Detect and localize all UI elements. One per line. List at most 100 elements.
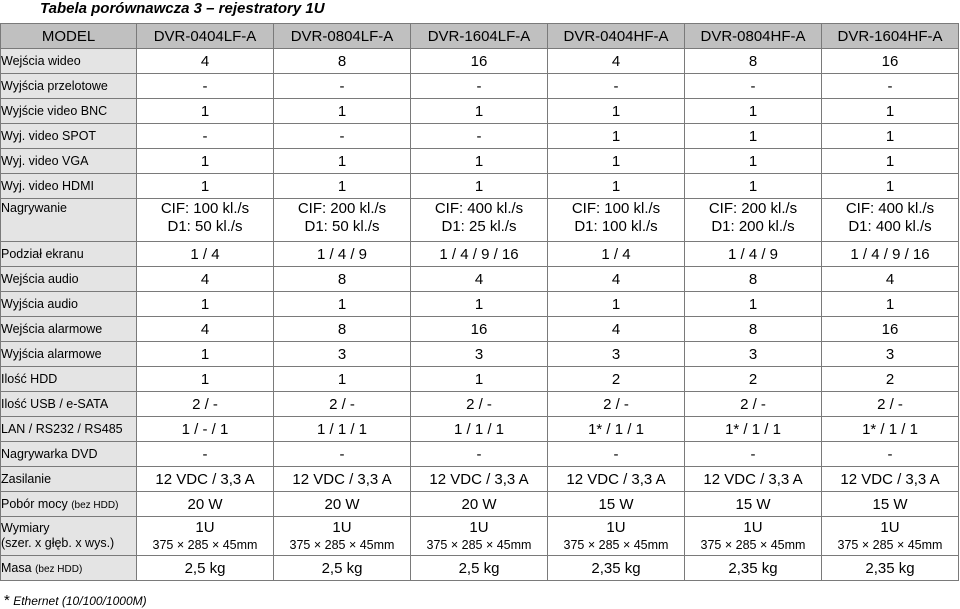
row-label: Wyjście video BNC (0, 98, 137, 124)
value-cell: CIF: 400 kl./s D1: 25 kl./s (410, 198, 548, 242)
value-line: 1U (880, 519, 900, 536)
row-label: Wyjścia przelotowe (0, 73, 137, 99)
row-label: Wejścia audio (0, 266, 137, 292)
value-cell: 4 (547, 48, 685, 74)
value-cell: 1 (410, 98, 548, 124)
value-line: D1: 50 kl./s (304, 218, 380, 235)
footnote: * Ethernet (10/100/1000M) (4, 593, 147, 609)
value-cell: - (410, 123, 548, 149)
value-cell: 1 (684, 98, 822, 124)
row-label: Wejścia wideo (0, 48, 137, 74)
value-cell: 8 (684, 266, 822, 292)
value-line: 375 × 285 × 45mm (289, 538, 395, 552)
table-row: Nagrywarka DVD - - - - - - (0, 441, 959, 467)
value-cell: 2 (684, 366, 822, 392)
value-cell: 2 / - (410, 391, 548, 417)
table-row: Wyjście video BNC 1 1 1 1 1 1 (0, 98, 959, 124)
value-cell: 4 (410, 266, 548, 292)
value-cell: 12 VDC / 3,3 A (410, 466, 548, 492)
value-cell: - (410, 73, 548, 99)
value-line: 375 × 285 × 45mm (837, 538, 943, 552)
header-cell: DVR-0404LF-A (136, 23, 274, 49)
value-cell: 1U 375 × 285 × 45mm (684, 516, 822, 556)
row-label: Nagrywarka DVD (0, 441, 137, 467)
value-cell: CIF: 100 kl./s D1: 50 kl./s (136, 198, 274, 242)
row-label: Masa (bez HDD) (0, 555, 137, 581)
value-line: CIF: 400 kl./s (434, 200, 524, 217)
value-cell: 1 / 4 / 9 / 16 (410, 241, 548, 267)
value-line: CIF: 200 kl./s (708, 200, 798, 217)
value-cell: 8 (273, 316, 411, 342)
value-cell: 3 (547, 341, 685, 367)
value-cell: 12 VDC / 3,3 A (547, 466, 685, 492)
value-cell: 1 (136, 148, 274, 174)
value-line: 1U (332, 519, 352, 536)
value-cell: 8 (273, 48, 411, 74)
row-label-text: Masa (1, 561, 32, 575)
value-cell: - (273, 441, 411, 467)
value-cell: 1 (547, 98, 685, 124)
table-row: Wyj. video SPOT - - -1 1 1 (0, 123, 959, 149)
table-row: Ilość USB / e-SATA 2 / -2 / -2 / -2 / -2 … (0, 391, 959, 417)
value-cell: 12 VDC / 3,3 A (821, 466, 959, 492)
value-cell: 1U 375 × 285 × 45mm (273, 516, 411, 556)
value-cell: - (821, 73, 959, 99)
table-row: Wyjścia audio 1 1 1 1 1 1 (0, 291, 959, 317)
value-cell: 1 (821, 148, 959, 174)
value-cell: 1 (273, 173, 411, 199)
value-cell: 1 (684, 291, 822, 317)
value-cell: 1 / - / 1 (136, 416, 274, 442)
value-cell: CIF: 200 kl./s D1: 50 kl./s (273, 198, 411, 242)
table-row-recording: Nagrywanie CIF: 100 kl./s D1: 50 kl./s CIF:… (0, 198, 959, 242)
value-cell: 2,5 kg (410, 555, 548, 581)
value-cell: 1 (547, 291, 685, 317)
value-cell: 1 (136, 98, 274, 124)
value-line: CIF: 100 kl./s (160, 200, 250, 217)
value-cell: 1 / 4 / 9 (684, 241, 822, 267)
value-cell: 1 (273, 291, 411, 317)
value-cell: 8 (684, 316, 822, 342)
table-row-dimensions: Wymiary (szer. x głęb. x wys.) 1U 375 × 285… (0, 516, 959, 556)
value-cell: 3 (410, 341, 548, 367)
value-cell: 16 (410, 316, 548, 342)
value-cell: 12 VDC / 3,3 A (136, 466, 274, 492)
value-cell: - (136, 123, 274, 149)
value-cell: - (547, 441, 685, 467)
value-cell: 1 (273, 366, 411, 392)
value-line: 375 × 285 × 45mm (152, 538, 258, 552)
value-cell: CIF: 200 kl./s D1: 200 kl./s (684, 198, 822, 242)
table-row: Zasilanie 12 VDC / 3,3 A 12 VDC / 3,3 A 12 … (0, 466, 959, 492)
table-row: Wyjścia alarmowe 1 3 3 3 3 3 (0, 341, 959, 367)
header-cell: MODEL (0, 23, 137, 49)
row-label: LAN / RS232 / RS485 (0, 416, 137, 442)
value-cell: - (821, 441, 959, 467)
page-title: Tabela porównawcza 3 – rejestratory 1U (40, 0, 325, 17)
row-label: Pobór mocy (bez HDD) (0, 491, 137, 517)
value-cell: 1 / 4 (136, 241, 274, 267)
value-cell: 1 / 4 (547, 241, 685, 267)
value-cell: 1 (821, 173, 959, 199)
value-cell: 20 W (410, 491, 548, 517)
table-row: Wejścia wideo 4 8 16 4 8 16 (0, 48, 959, 74)
value-cell: 3 (273, 341, 411, 367)
value-cell: 1 (273, 98, 411, 124)
value-cell: - (684, 441, 822, 467)
header-cell: DVR-0804HF-A (684, 23, 822, 49)
value-cell: 4 (136, 266, 274, 292)
footnote-star: * (4, 592, 10, 609)
value-cell: 4 (136, 316, 274, 342)
value-cell: 2,35 kg (821, 555, 959, 581)
value-cell: - (684, 73, 822, 99)
value-line: CIF: 200 kl./s (297, 200, 387, 217)
value-cell: - (410, 441, 548, 467)
table-row: Ilość HDD 1 1 1 2 2 2 (0, 366, 959, 392)
row-label: Wejścia alarmowe (0, 316, 137, 342)
value-cell: 1 (684, 123, 822, 149)
value-cell: 1 (821, 123, 959, 149)
value-cell: 2 / - (821, 391, 959, 417)
header-cell: DVR-0804LF-A (273, 23, 411, 49)
table-row: Wyj. video HDMI 1 1 1 1 1 1 (0, 173, 959, 199)
value-cell: 15 W (684, 491, 822, 517)
table-body: Wejścia wideo 4 8 16 4 8 16 Wyjścia przelotowe -… (0, 48, 959, 581)
